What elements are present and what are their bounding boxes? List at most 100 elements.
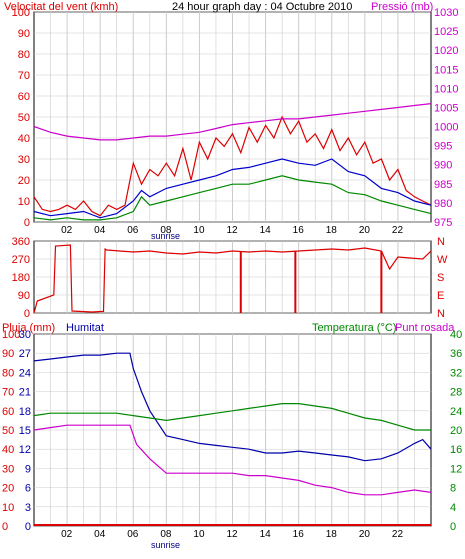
pressure-tick-label: 1025 — [434, 26, 458, 38]
series-line-humidity — [33, 352, 432, 462]
x-tick-label: 04 — [94, 225, 106, 236]
wind-tick-label: 50 — [18, 112, 30, 124]
x-tick-label: 10 — [193, 529, 205, 540]
x-tick-label: 16 — [293, 225, 305, 236]
pressure-axis-title: Pressió (mb) — [371, 1, 433, 13]
x-tick-label: 02 — [61, 529, 73, 540]
humidity-tick-label: 27 — [19, 348, 31, 360]
temperature-tick-label: 24 — [450, 406, 462, 418]
x-tick-label: 08 — [160, 529, 172, 540]
x-tick-label: 20 — [359, 225, 371, 236]
x-tick-label: 12 — [227, 529, 239, 540]
grid-lines — [34, 11, 431, 527]
rain-tick-label: 60 — [2, 406, 14, 418]
series-line-dew_point — [33, 424, 432, 496]
x-tick-label: 12 — [227, 225, 239, 236]
direction-tick-label: 360 — [12, 236, 30, 248]
rain-tick-label: 100 — [2, 329, 20, 341]
wind-tick-label: 60 — [18, 91, 30, 103]
rain-tick-label: 50 — [2, 425, 14, 437]
x-tick-label: 22 — [392, 225, 404, 236]
rain-tick-label: 10 — [2, 502, 14, 514]
pressure-tick-label: 1015 — [434, 64, 458, 76]
humidity-axis-title: Humitat — [66, 322, 104, 334]
rain-tick-label: 90 — [2, 348, 14, 360]
humidity-tick-label: 12 — [19, 444, 31, 456]
sunrise-label-top: sunrise — [151, 231, 180, 241]
humidity-tick-label: 6 — [25, 483, 31, 495]
series-line-speed — [33, 175, 432, 221]
wind-tick-label: 30 — [18, 154, 30, 166]
rain-tick-label: 0 — [2, 521, 8, 533]
x-tick-label: 18 — [326, 225, 338, 236]
direction-tick-label: 180 — [12, 272, 30, 284]
direction-tick-label: 0 — [24, 308, 30, 320]
x-tick-label: 08 — [160, 225, 172, 236]
pressure-tick-label: 1010 — [434, 83, 458, 95]
wind-tick-label: 20 — [18, 175, 30, 187]
wind-tick-label: 0 — [24, 217, 30, 229]
rain-tick-label: 80 — [2, 367, 14, 379]
series-line-average — [33, 158, 432, 219]
wind-tick-label: 40 — [18, 133, 30, 145]
chart-title: 24 hour graph day : 04 Octubre 2010 — [172, 1, 352, 13]
rain-axis-title: Pluja (mm) — [2, 322, 55, 334]
pressure-tick-label: 1030 — [434, 7, 458, 19]
pressure-tick-label: 1000 — [434, 122, 458, 134]
x-tick-label: 14 — [260, 225, 272, 236]
direction-tick-label: 90 — [18, 290, 30, 302]
pressure-tick-label: 995 — [434, 141, 452, 153]
humidity-tick-label: 21 — [19, 387, 31, 399]
compass-tick-label: S — [437, 272, 444, 284]
pressure-tick-label: 985 — [434, 179, 452, 191]
pressure-tick-label: 1020 — [434, 45, 458, 57]
wind-tick-label: 80 — [18, 49, 30, 61]
x-tick-label: 06 — [127, 225, 139, 236]
x-tick-label: 16 — [293, 529, 305, 540]
x-tick-label: 14 — [260, 529, 272, 540]
wind-tick-label: 10 — [18, 196, 30, 208]
pressure-tick-label: 975 — [434, 217, 452, 229]
humidity-tick-label: 9 — [25, 463, 31, 475]
x-tick-label: 04 — [94, 529, 106, 540]
temperature-tick-label: 28 — [450, 387, 462, 399]
humidity-tick-label: 24 — [19, 367, 31, 379]
temperature-tick-label: 16 — [450, 444, 462, 456]
x-tick-label: 20 — [359, 529, 371, 540]
humidity-tick-label: 0 — [25, 521, 31, 533]
direction-tick-label: 270 — [12, 254, 30, 266]
temperature-tick-label: 40 — [450, 329, 462, 341]
rain-tick-label: 40 — [2, 444, 14, 456]
x-tick-label: 02 — [61, 225, 73, 236]
series-layer — [33, 103, 432, 526]
compass-tick-label: N — [437, 308, 445, 320]
temperature-tick-label: 8 — [450, 483, 456, 495]
wind-tick-label: 90 — [18, 28, 30, 40]
axis-labels: 0202040406060808101012121414161618182020… — [2, 7, 462, 540]
series-line-direction — [33, 244, 432, 314]
sunrise-label-bottom: sunrise — [151, 540, 180, 550]
rain-tick-label: 70 — [2, 387, 14, 399]
x-tick-label: 06 — [127, 529, 139, 540]
pressure-tick-label: 980 — [434, 198, 452, 210]
pressure-tick-label: 1005 — [434, 102, 458, 114]
temperature-tick-label: 20 — [450, 425, 462, 437]
x-tick-label: 18 — [326, 529, 338, 540]
series-line-temperature — [33, 403, 431, 431]
temperature-tick-label: 36 — [450, 348, 462, 360]
humidity-tick-label: 15 — [19, 425, 31, 437]
humidity-tick-label: 18 — [19, 406, 31, 418]
temperature-tick-label: 0 — [450, 521, 456, 533]
rain-tick-label: 30 — [2, 463, 14, 475]
x-tick-label: 22 — [392, 529, 404, 540]
compass-tick-label: W — [437, 254, 448, 266]
temperature-tick-label: 32 — [450, 367, 462, 379]
temperature-tick-label: 4 — [450, 502, 456, 514]
rain-tick-label: 20 — [2, 483, 14, 495]
humidity-tick-label: 30 — [19, 329, 31, 341]
series-line-pressure — [33, 103, 432, 141]
x-tick-label: 10 — [193, 225, 205, 236]
series-line-gust — [33, 115, 432, 217]
temperature-axis-title: Temperatura (°C) — [312, 322, 396, 334]
